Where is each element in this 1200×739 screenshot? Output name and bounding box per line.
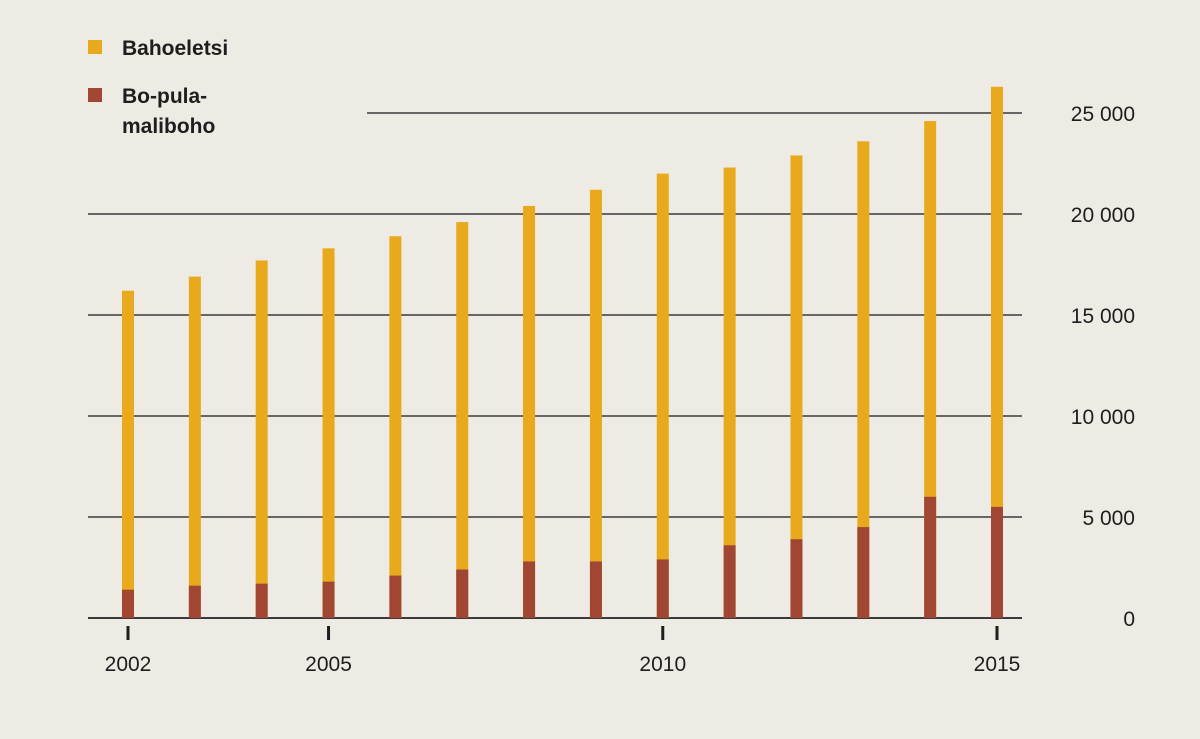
- bar-bahoeletsi-2005: [322, 248, 335, 618]
- bar-bahoeletsi-2009: [589, 189, 602, 618]
- bar-bo-pula-maliboho-2007: [456, 569, 469, 618]
- y-tick-label: 10 000: [1071, 406, 1135, 429]
- bar-bahoeletsi-2002: [122, 290, 134, 618]
- bar-bahoeletsi-2008: [523, 205, 536, 619]
- x-tick-label: 2015: [974, 653, 1021, 676]
- y-tick-label: 25 000: [1071, 103, 1135, 126]
- bar-bo-pula-maliboho-2010: [656, 559, 669, 618]
- bar-bo-pula-maliboho-2014: [924, 496, 937, 618]
- x-tick-label: 2002: [105, 653, 152, 676]
- bar-bahoeletsi-2010: [656, 173, 669, 618]
- legend-swatch-bahoeletsi: [88, 40, 102, 54]
- bar-bahoeletsi-2006: [389, 236, 402, 618]
- bar-bahoeletsi-2003: [188, 276, 201, 618]
- bar-bahoeletsi-2015: [991, 86, 1003, 619]
- bar-bahoeletsi-2013: [857, 141, 870, 618]
- bar-bo-pula-maliboho-2006: [389, 575, 402, 618]
- bar-bo-pula-maliboho-2005: [322, 581, 335, 618]
- bar-bo-pula-maliboho-2002: [122, 589, 134, 618]
- bar-bo-pula-maliboho-2003: [188, 585, 201, 618]
- legend-swatch-bo-pula-maliboho: [88, 88, 102, 102]
- bar-bo-pula-maliboho-2011: [723, 545, 736, 618]
- bar-bahoeletsi-2011: [723, 167, 736, 619]
- bar-bo-pula-maliboho-2013: [857, 527, 870, 618]
- legend-item-bo-pula-maliboho: Bo-pula-maliboho: [88, 82, 262, 142]
- bar-bo-pula-maliboho-2012: [790, 539, 803, 618]
- y-tick-label: 0: [1123, 608, 1135, 631]
- y-tick-label: 5 000: [1082, 507, 1135, 530]
- x-tick-label: 2005: [305, 653, 352, 676]
- bar-bahoeletsi-2007: [456, 222, 469, 618]
- y-tick-label: 15 000: [1071, 305, 1135, 328]
- legend-label-bo-pula-maliboho: Bo-pula-maliboho: [122, 85, 216, 138]
- legend-label-bahoeletsi: Bahoeletsi: [122, 37, 229, 60]
- bar-bo-pula-maliboho-2004: [255, 583, 268, 618]
- bar-bahoeletsi-2012: [790, 155, 803, 619]
- bar-bo-pula-maliboho-2009: [589, 561, 602, 618]
- bar-bo-pula-maliboho-2015: [991, 506, 1003, 618]
- legend: Bahoeletsi Bo-pula-maliboho: [88, 34, 262, 160]
- y-tick-label: 20 000: [1071, 204, 1135, 227]
- bar-bahoeletsi-2014: [924, 121, 937, 618]
- x-tick-label: 2010: [639, 653, 686, 676]
- bar-bo-pula-maliboho-2008: [523, 561, 536, 618]
- legend-item-bahoeletsi: Bahoeletsi: [88, 34, 262, 64]
- bar-bahoeletsi-2004: [255, 260, 268, 618]
